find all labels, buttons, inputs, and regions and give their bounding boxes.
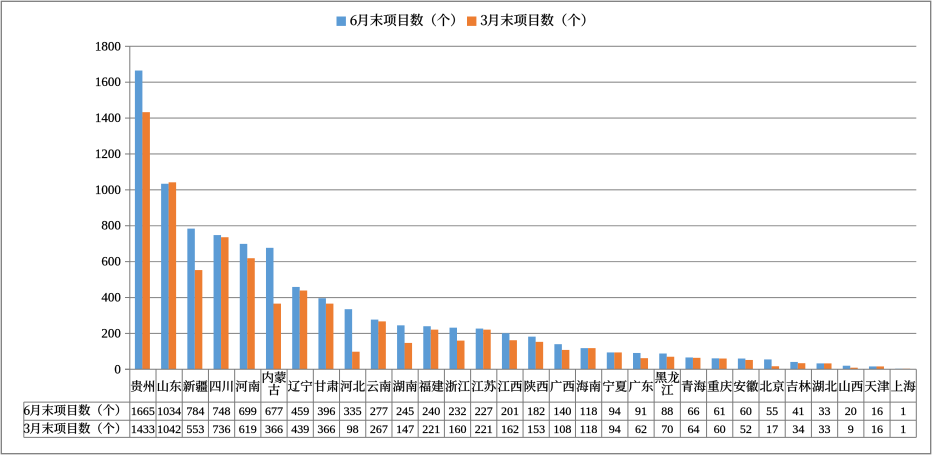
svg-text:366: 366 <box>265 422 283 436</box>
svg-text:1034: 1034 <box>157 404 181 418</box>
svg-text:1665: 1665 <box>131 404 155 418</box>
svg-text:153: 153 <box>527 422 545 436</box>
svg-text:98: 98 <box>347 422 359 436</box>
svg-text:1000: 1000 <box>95 182 121 197</box>
svg-text:736: 736 <box>213 422 231 436</box>
svg-text:16: 16 <box>871 404 883 418</box>
svg-text:94: 94 <box>609 422 621 436</box>
svg-text:1042: 1042 <box>157 422 181 436</box>
svg-text:1800: 1800 <box>95 38 121 53</box>
svg-text:240: 240 <box>422 404 440 418</box>
svg-text:33: 33 <box>819 404 831 418</box>
svg-text:20: 20 <box>845 404 857 418</box>
svg-text:16: 16 <box>871 422 883 436</box>
svg-text:227: 227 <box>475 404 493 418</box>
svg-text:88: 88 <box>661 404 673 418</box>
svg-text:784: 784 <box>186 404 204 418</box>
svg-text:1600: 1600 <box>95 74 121 89</box>
svg-text:1: 1 <box>900 422 906 436</box>
svg-text:0: 0 <box>114 361 121 376</box>
svg-text:1433: 1433 <box>131 422 155 436</box>
svg-text:41: 41 <box>792 404 804 418</box>
svg-text:118: 118 <box>580 422 598 436</box>
svg-text:1200: 1200 <box>95 146 121 161</box>
svg-text:245: 245 <box>396 404 414 418</box>
svg-text:55: 55 <box>766 404 778 418</box>
svg-text:91: 91 <box>635 404 647 418</box>
svg-text:232: 232 <box>449 404 467 418</box>
svg-text:699: 699 <box>239 404 257 418</box>
svg-text:66: 66 <box>687 404 699 418</box>
svg-text:160: 160 <box>449 422 467 436</box>
svg-text:70: 70 <box>661 422 673 436</box>
svg-text:748: 748 <box>213 404 231 418</box>
svg-text:201: 201 <box>501 404 519 418</box>
svg-text:118: 118 <box>580 404 598 418</box>
svg-text:182: 182 <box>527 404 545 418</box>
svg-text:34: 34 <box>792 422 804 436</box>
svg-text:9: 9 <box>848 422 854 436</box>
svg-text:600: 600 <box>101 254 121 269</box>
svg-text:108: 108 <box>553 422 571 436</box>
svg-text:400: 400 <box>101 290 121 305</box>
svg-text:439: 439 <box>291 422 309 436</box>
svg-text:64: 64 <box>687 422 699 436</box>
svg-text:335: 335 <box>344 404 362 418</box>
svg-text:1400: 1400 <box>95 110 121 125</box>
svg-text:619: 619 <box>239 422 257 436</box>
svg-text:94: 94 <box>609 404 621 418</box>
svg-text:17: 17 <box>766 422 778 436</box>
svg-text:60: 60 <box>740 404 752 418</box>
svg-text:267: 267 <box>370 422 388 436</box>
svg-text:277: 277 <box>370 404 388 418</box>
svg-text:221: 221 <box>475 422 493 436</box>
svg-text:459: 459 <box>291 404 309 418</box>
svg-text:366: 366 <box>317 422 335 436</box>
svg-text:162: 162 <box>501 422 519 436</box>
svg-text:221: 221 <box>422 422 440 436</box>
svg-text:52: 52 <box>740 422 752 436</box>
svg-text:800: 800 <box>101 218 121 233</box>
svg-text:396: 396 <box>317 404 335 418</box>
svg-text:553: 553 <box>186 422 204 436</box>
svg-text:200: 200 <box>101 325 121 340</box>
svg-text:677: 677 <box>265 404 283 418</box>
svg-text:60: 60 <box>714 422 726 436</box>
svg-text:1: 1 <box>900 404 906 418</box>
svg-text:147: 147 <box>396 422 414 436</box>
svg-text:62: 62 <box>635 422 647 436</box>
svg-text:140: 140 <box>553 404 571 418</box>
svg-text:33: 33 <box>819 422 831 436</box>
svg-text:61: 61 <box>714 404 726 418</box>
